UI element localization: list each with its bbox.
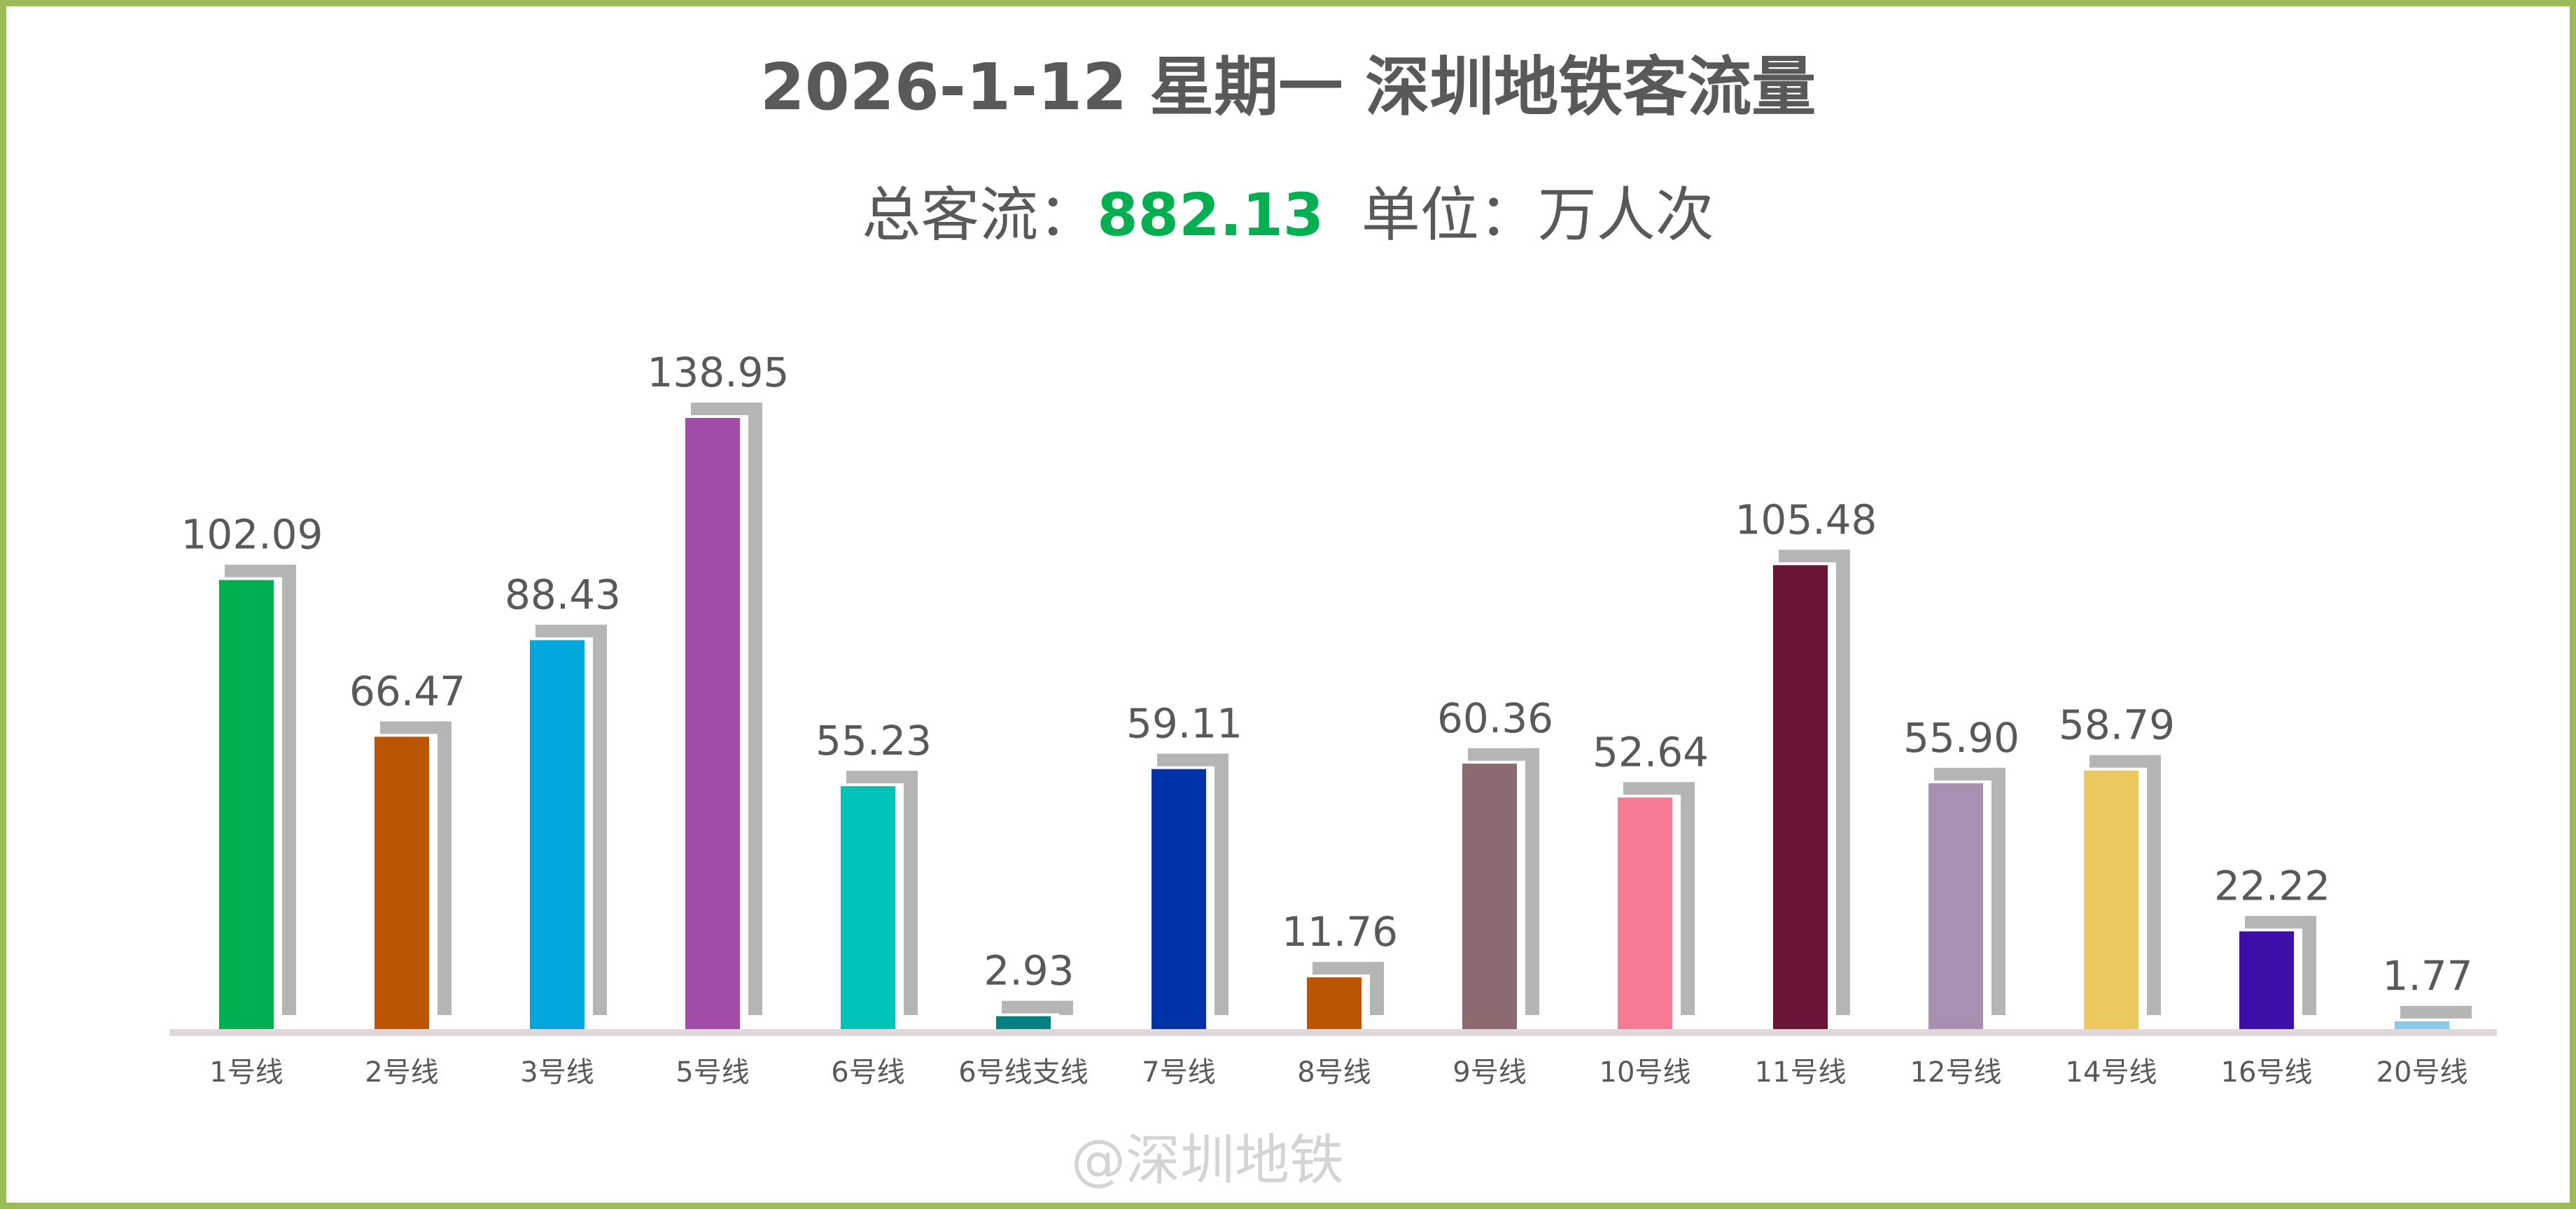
- bar: [1462, 763, 1517, 1029]
- bar-shadow: [1370, 962, 1384, 1015]
- category-label: 10号线: [1600, 1056, 1691, 1089]
- category-label: 3号线: [520, 1056, 594, 1089]
- bar-shadow: [1836, 550, 1850, 1015]
- bar-shadow: [1681, 782, 1695, 1015]
- category-label: 5号线: [676, 1056, 749, 1089]
- category-label: 16号线: [2221, 1056, 2313, 1089]
- bar-shadow: [2147, 755, 2161, 1015]
- bar-shadow-cap: [846, 770, 918, 783]
- data-label: 102.09: [181, 511, 323, 559]
- bar-shadow: [593, 624, 607, 1015]
- bar: [2239, 931, 2294, 1029]
- unit-label: 单位：万人次: [1324, 181, 1714, 249]
- bar-shadow-cap: [1779, 550, 1850, 563]
- watermark: @深圳地铁: [1071, 1129, 1345, 1192]
- bar-shadow: [1991, 767, 2005, 1015]
- category-label: 12号线: [1910, 1056, 2002, 1089]
- bar-shadow-cap: [536, 624, 607, 638]
- category-label: 8号线: [1297, 1056, 1371, 1089]
- bar-shadow: [904, 770, 918, 1015]
- bar: [2084, 770, 2138, 1029]
- total-label: 总客流：: [862, 181, 1098, 249]
- bar-shadow-cap: [2400, 1005, 2472, 1019]
- data-label: 105.48: [1735, 496, 1877, 543]
- bar-shadow: [438, 721, 451, 1015]
- x-axis-line: [169, 1029, 2497, 1036]
- bar: [1618, 797, 1672, 1029]
- bar-shadow-cap: [1002, 1000, 1073, 1014]
- bar-shadow: [2302, 916, 2316, 1015]
- bar: [685, 418, 740, 1029]
- bar-shadow-cap: [380, 721, 451, 734]
- category-label: 11号线: [1755, 1056, 1847, 1089]
- category-label: 9号线: [1452, 1056, 1526, 1089]
- bar-shadow-cap: [2090, 755, 2161, 768]
- bar: [841, 785, 895, 1029]
- category-label: 1号线: [209, 1056, 283, 1089]
- chart-title: 2026-1-12 星期一 深圳地铁客流量: [760, 50, 1816, 125]
- category-label: 6号线支线: [958, 1056, 1088, 1089]
- data-label: 11.76: [1282, 908, 1398, 956]
- category-label: 7号线: [1142, 1056, 1215, 1089]
- bar: [530, 640, 584, 1029]
- bar: [2395, 1021, 2449, 1029]
- bar: [1928, 783, 1983, 1029]
- category-label: 6号线: [831, 1056, 904, 1089]
- bar: [1773, 565, 1828, 1029]
- category-label: 2号线: [365, 1056, 438, 1089]
- chart-subtitle: 总客流：882.13 单位：万人次: [0, 168, 2576, 253]
- bar-shadow-cap: [1312, 962, 1384, 975]
- bar: [996, 1016, 1051, 1029]
- bar-shadow-cap: [691, 403, 762, 415]
- bar-shadow-cap: [1157, 753, 1228, 767]
- bar: [374, 736, 429, 1029]
- data-label: 55.23: [816, 717, 932, 764]
- bar-shadow: [748, 403, 762, 1015]
- data-label: 2.93: [983, 947, 1074, 995]
- data-label: 66.47: [349, 667, 465, 715]
- data-label: 52.64: [1592, 728, 1709, 776]
- data-label: 59.11: [1126, 700, 1242, 748]
- data-label: 22.22: [2214, 862, 2330, 909]
- bar-shadow-cap: [225, 564, 296, 578]
- total-value: 882.13: [1097, 181, 1324, 249]
- bar-shadow-cap: [1934, 767, 2005, 781]
- bar-shadow: [1525, 748, 1539, 1015]
- category-label: 14号线: [2066, 1056, 2157, 1089]
- bar-shadow-cap: [1623, 782, 1695, 795]
- bar-shadow-cap: [2245, 916, 2316, 929]
- bar: [1307, 977, 1362, 1029]
- data-label: 58.79: [2059, 701, 2175, 749]
- bar: [1152, 769, 1206, 1029]
- data-label: 55.90: [1903, 714, 2019, 762]
- data-label: 60.36: [1437, 694, 1553, 742]
- data-label: 1.77: [2382, 952, 2472, 1000]
- bar-shadow-cap: [1468, 748, 1539, 761]
- data-label: 138.95: [648, 349, 790, 396]
- category-label: 20号线: [2376, 1056, 2468, 1089]
- data-label: 88.43: [505, 571, 621, 618]
- bar-shadow: [1214, 753, 1228, 1015]
- bar: [219, 580, 274, 1029]
- bar-shadow: [282, 564, 296, 1015]
